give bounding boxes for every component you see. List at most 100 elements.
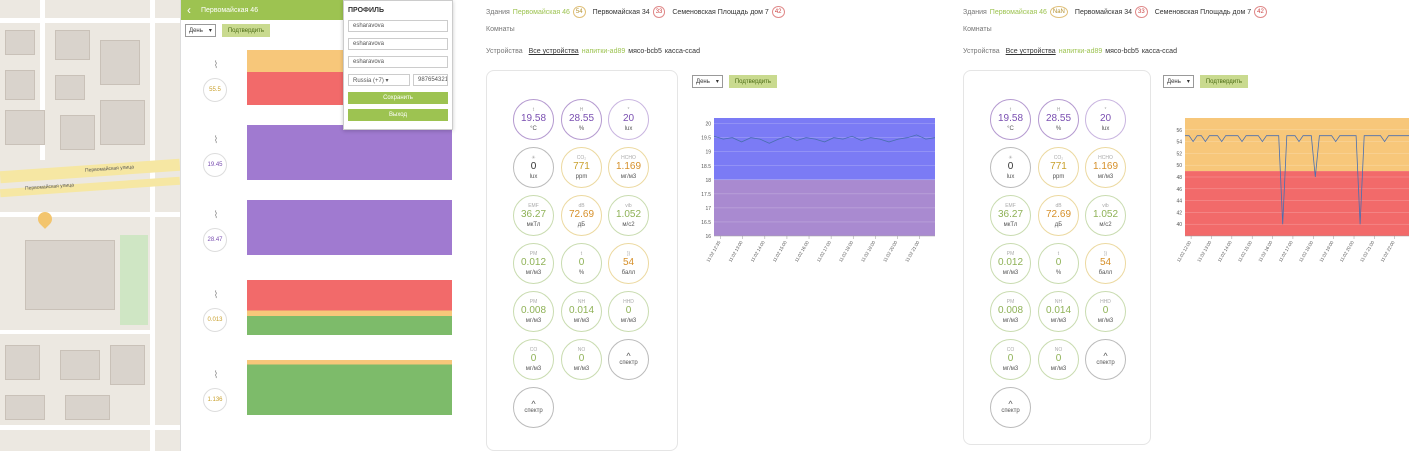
dashboard-1: Здания Первомайская 46 54 Первомайская 34 33… — [480, 0, 950, 451]
sensor-gauge[interactable]: dB 72.69 дБ — [561, 195, 602, 236]
save-button[interactable]: Сохранить — [348, 92, 448, 104]
sensor-gauge[interactable]: EMF 36.27 мкТл — [990, 195, 1031, 236]
device-link[interactable]: Все устройства — [528, 48, 579, 55]
sensor-gauge[interactable]: NH 0.014 мг/м3 — [1038, 291, 1079, 332]
sensor-gauge[interactable]: PM 0.008 мг/м3 — [990, 291, 1031, 332]
sensor-gauge[interactable]: NO 0 мг/м3 — [561, 339, 602, 380]
profile-field-1[interactable]: esharavova — [348, 20, 448, 32]
series-line — [713, 134, 936, 144]
device-link[interactable]: мясо-bcb5 — [1105, 48, 1139, 55]
sensor-gauge[interactable]: PM 0.012 мг/м3 — [513, 243, 554, 284]
sensor-gauge[interactable]: * 20 lux — [1085, 99, 1126, 140]
sensor-icon: ☀ — [531, 154, 536, 161]
sensor-gauge[interactable]: ☀ 0 lux — [990, 147, 1031, 188]
sensor-gauge[interactable]: H 28.55% — [1038, 99, 1079, 140]
sensor-value: 1.169 — [1092, 160, 1119, 172]
x-tick-label: 11:02 22:00 — [1380, 240, 1396, 263]
confirm-button[interactable]: Подтвердить — [221, 24, 271, 37]
sensors-panel: t 19.58 °C H 28.55% * 20 lux ☀ 0 lux CO₂ 771 ppm HCHO 1… — [963, 70, 1151, 445]
sensors-panel: t 19.58 °C H 28.55% * 20 lux ☀ 0 lux CO₂ 771 ppm HCHO 1… — [486, 70, 678, 451]
sensor-gauge[interactable]: CO 0 мг/м3 — [990, 339, 1031, 380]
sensor-gauge[interactable]: ^ спектр — [513, 387, 554, 428]
sensor-value: 36.27 — [997, 208, 1024, 220]
x-tick-label: 11:02 12:35 — [705, 240, 721, 263]
caret-down-icon: ▾ — [1186, 79, 1190, 85]
device-link[interactable]: напитки-ad89 — [1058, 48, 1103, 55]
phone-field[interactable]: 9876543210 — [413, 74, 448, 86]
sensor-gauge[interactable]: * 20 lux — [608, 99, 649, 140]
sensor-unit: lux — [624, 125, 633, 132]
building-link[interactable]: Семеновская Площадь дом 7 — [1154, 8, 1252, 16]
sensor-unit: % — [1055, 125, 1062, 132]
sensor-gauge[interactable]: HCHO 1.169 мг/м3 — [608, 147, 649, 188]
sensor-value: 0.014 — [568, 304, 595, 316]
sensor-unit: дБ — [1054, 221, 1063, 228]
sensor-gauge[interactable]: HHD 0 мг/м3 — [1085, 291, 1126, 332]
building-link[interactable]: Первомайская 46 — [512, 8, 570, 16]
sensor-icon: * — [627, 106, 630, 113]
sensor-gauge[interactable]: t 19.58 °C — [990, 99, 1031, 140]
profile-field-2[interactable]: esharavova — [348, 38, 448, 50]
sensor-gauge[interactable]: vib 1.052 м/с2 — [608, 195, 649, 236]
sensor-gauge[interactable]: NH 0.014 мг/м3 — [561, 291, 602, 332]
sensor-gauge[interactable]: H 28.55% — [561, 99, 602, 140]
period-select[interactable]: День ▾ — [692, 75, 723, 88]
sensor-gauge[interactable]: )) 54 балл — [608, 243, 649, 284]
confirm-button[interactable]: Подтвердить — [1199, 75, 1249, 88]
map-view[interactable]: Первомайская улица Первомайская улица — [0, 0, 180, 451]
map-road — [0, 212, 180, 217]
sensor-gauge[interactable]: t 0% — [561, 243, 602, 284]
sensor-gauge[interactable]: HCHO 1.169 мг/м3 — [1085, 147, 1126, 188]
metric-mini-chart — [247, 360, 452, 415]
device-link[interactable]: напитки-ad89 — [581, 48, 626, 55]
sensor-gauge[interactable]: ^ спектр — [990, 387, 1031, 428]
sensor-gauge[interactable]: )) 54 балл — [1085, 243, 1126, 284]
sensor-gauge[interactable]: t 19.58 °C — [513, 99, 554, 140]
sensor-gauge[interactable]: CO 0 мг/м3 — [513, 339, 554, 380]
building-link[interactable]: Первомайская 34 — [592, 8, 650, 16]
device-link[interactable]: мясо-bcb5 — [628, 48, 662, 55]
building-count-badge: 54 — [572, 6, 586, 18]
sensor-value: 0 — [578, 256, 585, 268]
device-link[interactable]: касса-ccad — [664, 48, 700, 55]
monitor-panel: ‹ Первомайская 46 День ▾ Подтвердить ⌇ 55.… — [180, 0, 452, 451]
sensor-value: 0 — [530, 352, 537, 364]
metric-value: 28.47 — [203, 228, 227, 252]
building-link[interactable]: Первомайская 46 — [989, 8, 1047, 16]
map-building — [100, 40, 140, 85]
sensor-unit: °C — [530, 125, 537, 132]
country-select[interactable]: Russia (+7) ▾ — [348, 74, 410, 86]
sensor-unit: дБ — [577, 221, 586, 228]
sensor-gauge[interactable]: ☀ 0 lux — [513, 147, 554, 188]
y-tick-label: 19.5 — [701, 136, 711, 142]
device-link[interactable]: Все устройства — [1005, 48, 1056, 55]
sensor-icon: ^ — [531, 398, 536, 409]
sensor-gauge[interactable]: t 0% — [1038, 243, 1079, 284]
sensor-gauge[interactable]: ^ спектр — [608, 339, 649, 380]
sensor-gauge[interactable]: PM 0.012 мг/м3 — [990, 243, 1031, 284]
period-select[interactable]: День ▾ — [185, 24, 216, 37]
device-link[interactable]: касса-ccad — [1141, 48, 1177, 55]
building-link[interactable]: Первомайская 34 — [1074, 8, 1133, 16]
logout-button[interactable]: Выход — [348, 109, 448, 121]
chevron-left-icon[interactable]: ‹ — [187, 3, 191, 17]
sensor-gauge[interactable]: CO₂ 771 ppm — [561, 147, 602, 188]
sensor-gauge[interactable]: HHD 0 мг/м3 — [608, 291, 649, 332]
sensor-gauge[interactable]: EMF 36.27 мкТл — [513, 195, 554, 236]
y-tick-label: 46 — [1176, 187, 1182, 193]
profile-field-3[interactable]: esharavova — [348, 56, 448, 68]
sensor-gauge[interactable]: NO 0 мг/м3 — [1038, 339, 1079, 380]
confirm-button[interactable]: Подтвердить — [728, 75, 778, 88]
building-link[interactable]: Семеновская Площадь дом 7 — [672, 8, 769, 16]
metric-value: 55.5 — [203, 78, 227, 102]
sensor-unit: м/с2 — [622, 221, 635, 228]
sensor-gauge[interactable]: ^ спектр — [1085, 339, 1126, 380]
series-line — [1185, 135, 1409, 225]
buildings-row: Здания Первомайская 46 NaN Первомайская 34 3… — [963, 6, 1271, 18]
sensor-gauge[interactable]: vib 1.052 м/с2 — [1085, 195, 1126, 236]
sensor-gauge[interactable]: CO₂ 771 ppm — [1038, 147, 1079, 188]
sensor-gauge[interactable]: dB 72.69 дБ — [1038, 195, 1079, 236]
sensor-gauge[interactable]: PM 0.008 мг/м3 — [513, 291, 554, 332]
dashboard-2: Здания Первомайская 46 NaN Первомайская 34 3… — [957, 0, 1411, 451]
period-select[interactable]: День ▾ — [1163, 75, 1194, 88]
